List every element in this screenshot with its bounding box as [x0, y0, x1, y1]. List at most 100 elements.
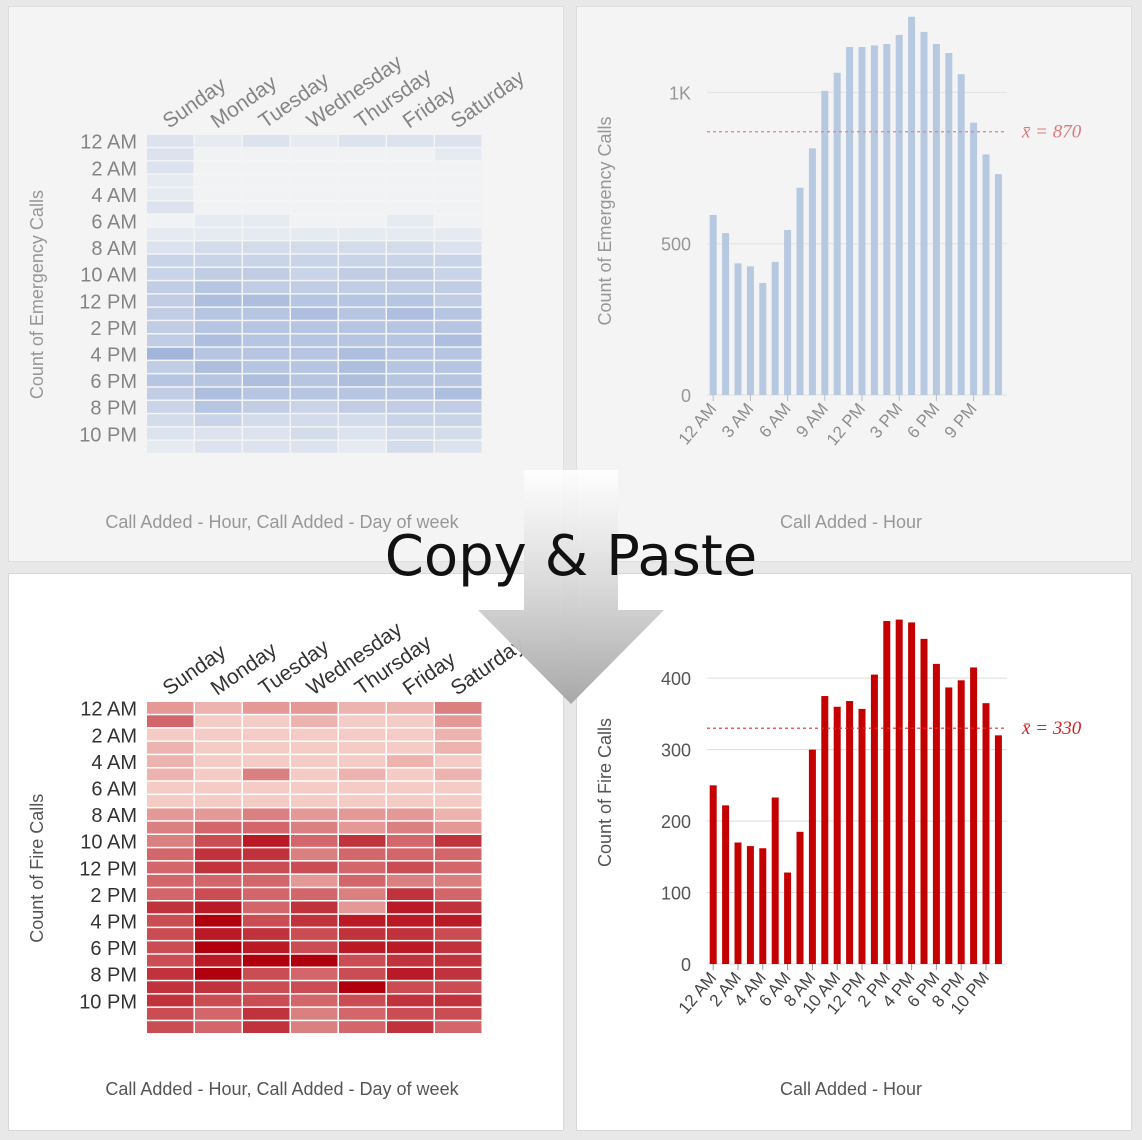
- x-tick-label: 9 PM: [941, 399, 981, 442]
- bar: [970, 667, 978, 964]
- heatmap-cell: [435, 835, 482, 847]
- heatmap-cell: [387, 201, 434, 214]
- heatmap-cell: [195, 861, 242, 874]
- heatmap-cell: [147, 1007, 194, 1020]
- hour-tick-label: 10 PM: [79, 991, 137, 1013]
- heatmap-cell: [195, 148, 242, 161]
- bar: [734, 263, 742, 395]
- heatmap-cell: [291, 161, 338, 174]
- heatmap-cell: [243, 427, 290, 440]
- heatmap-cell: [291, 414, 338, 427]
- emergency-bar-panel: 0 500 1K x̄ = 870 12 AM 3 AM 6 AM 9 AM 12 PM 3 PM…: [576, 6, 1132, 562]
- heatmap-cell: [339, 281, 386, 294]
- heatmap-cell: [195, 201, 242, 214]
- heatmap-cell: [147, 254, 194, 267]
- heatmap-cell: [195, 294, 242, 307]
- y-tick-label: 0: [681, 955, 691, 975]
- heatmap-cell: [243, 768, 290, 781]
- heatmap-cell: [147, 981, 194, 994]
- heatmap-cell: [195, 941, 242, 954]
- heatmap-cell: [291, 888, 338, 900]
- mean-label: x̄ = 870: [1021, 122, 1082, 143]
- heatmap-cell: [195, 874, 242, 887]
- heatmap-cell: [147, 347, 194, 360]
- heatmap-cell: [243, 728, 290, 741]
- heatmap-cell: [435, 188, 482, 200]
- x-tick-label: 6 PM: [903, 399, 943, 442]
- heatmap-cell: [435, 715, 482, 728]
- heatmap-cell: [387, 835, 434, 847]
- heatmap-cell: [387, 135, 434, 147]
- heatmap-cell: [339, 174, 386, 187]
- heatmap-cell: [339, 994, 386, 1007]
- heatmap-cell: [147, 795, 194, 807]
- y-tick-label: 300: [661, 741, 691, 761]
- heatmap-cell: [339, 928, 386, 940]
- heatmap-cell: [243, 281, 290, 294]
- heatmap-cell: [435, 968, 482, 980]
- heatmap-cell: [339, 781, 386, 794]
- hour-tick-label: 12 AM: [80, 699, 137, 721]
- hour-tick-label: 6 PM: [90, 938, 137, 960]
- heatmap-cell: [195, 401, 242, 413]
- hour-tick-label: 12 PM: [79, 291, 137, 313]
- heatmap-cell: [387, 848, 434, 861]
- heatmap-cell: [195, 808, 242, 821]
- heatmap-cell: [291, 941, 338, 954]
- heatmap-cell: [339, 888, 386, 900]
- heatmap-cell: [339, 401, 386, 413]
- bar: [982, 154, 990, 395]
- heatmap-cell: [147, 755, 194, 767]
- heatmap-cell: [291, 427, 338, 440]
- heatmap-cell: [195, 228, 242, 240]
- heatmap-cell: [195, 374, 242, 387]
- heatmap-cell: [291, 795, 338, 807]
- heatmap-cell: [243, 994, 290, 1007]
- heatmap-cell: [147, 808, 194, 821]
- heatmap-cell: [387, 214, 434, 227]
- heatmap-cell: [243, 928, 290, 940]
- heatmap-cell: [147, 321, 194, 333]
- heatmap-cell: [339, 254, 386, 267]
- y-axis-title: Count of Fire Calls: [27, 794, 47, 943]
- heatmap-cell: [339, 954, 386, 967]
- emergency-heatmap-chart: SundayMondayTuesdayWednesdayThursdayFrid…: [27, 51, 529, 532]
- heatmap-cell: [339, 768, 386, 781]
- heatmap-cell: [291, 440, 338, 453]
- heatmap-cell: [387, 1007, 434, 1020]
- heatmap-cell: [243, 914, 290, 927]
- heatmap-cell: [195, 427, 242, 440]
- heatmap-cell: [243, 401, 290, 413]
- heatmap-cell: [147, 214, 194, 227]
- emergency-heatmap-panel: Sunday Monday Tuesday Wednesday Thursday Frid…: [8, 6, 564, 562]
- heatmap-cell: [339, 427, 386, 440]
- heatmap-cell: [387, 294, 434, 307]
- bar: [833, 706, 841, 964]
- heatmap-cell: [387, 968, 434, 980]
- heatmap-cell: [243, 161, 290, 174]
- bar: [759, 848, 767, 964]
- heatmap-cell: [243, 848, 290, 861]
- heatmap-cell: [291, 741, 338, 754]
- heatmap-cell: [339, 161, 386, 174]
- x-tick-label: 3 AM: [718, 399, 757, 441]
- heatmap-cell: [387, 702, 434, 714]
- heatmap-cell: [435, 347, 482, 360]
- heatmap-cell: [195, 1007, 242, 1020]
- heatmap-cell: [291, 901, 338, 914]
- heatmap-cell: [339, 914, 386, 927]
- heatmap-cell: [291, 755, 338, 767]
- heatmap-cell: [243, 135, 290, 147]
- heatmap-cell: [291, 715, 338, 728]
- heatmap-cell: [243, 861, 290, 874]
- heatmap-cell: [291, 135, 338, 147]
- heatmap-cell: [291, 994, 338, 1007]
- heatmap-cell: [243, 755, 290, 767]
- heatmap-cell: [339, 241, 386, 254]
- heatmap-cell: [339, 440, 386, 453]
- heatmap-cell: [243, 808, 290, 821]
- heatmap-cell: [195, 161, 242, 174]
- heatmap-cell: [291, 781, 338, 794]
- bar: [883, 43, 891, 396]
- bar: [870, 45, 878, 395]
